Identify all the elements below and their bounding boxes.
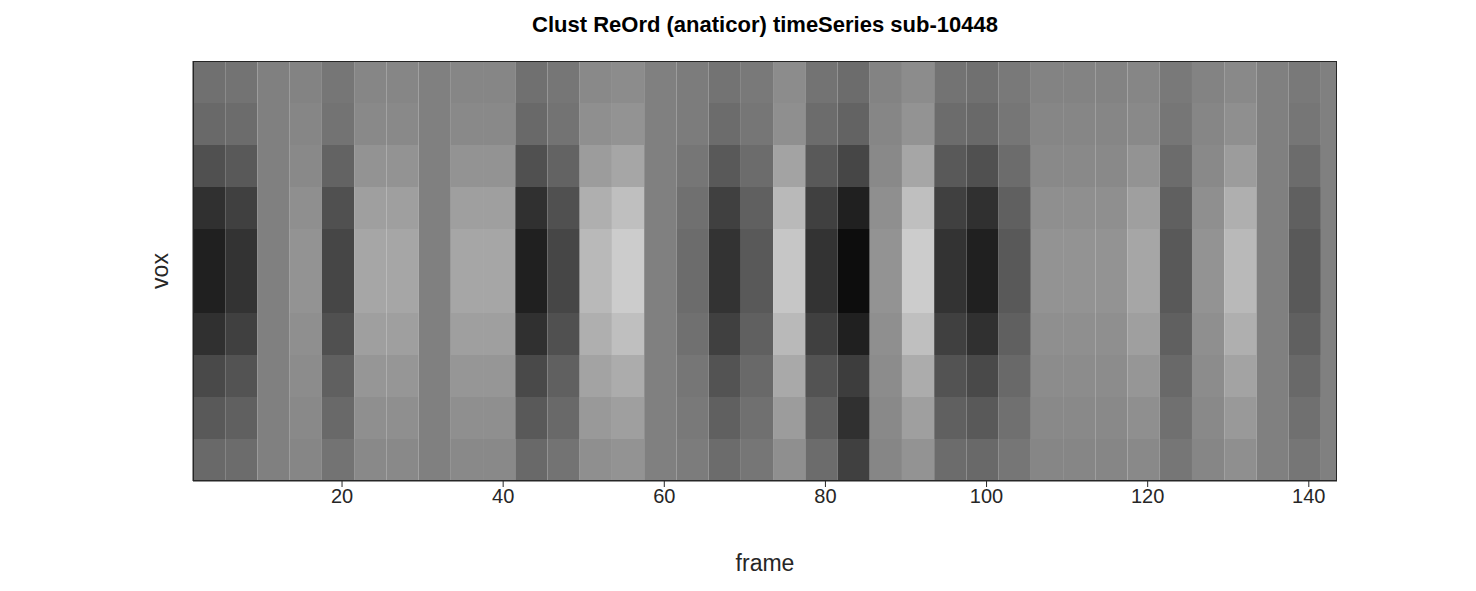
html-text:frame: frame xyxy=(735,550,795,576)
svg-text:140: 140 xyxy=(1292,485,1325,507)
svg-text:80: 80 xyxy=(814,485,836,507)
svg-text:40: 40 xyxy=(492,485,514,507)
svg-text:100: 100 xyxy=(970,485,1003,507)
svg-text:120: 120 xyxy=(1131,485,1164,507)
html-text:Clust ReOrd (anaticor) timeSer: Clust ReOrd (anaticor) timeSeries sub-10… xyxy=(532,12,998,37)
html-text:vox: vox xyxy=(147,253,173,289)
svg-text:20: 20 xyxy=(331,485,353,507)
svg-text:60: 60 xyxy=(653,485,675,507)
